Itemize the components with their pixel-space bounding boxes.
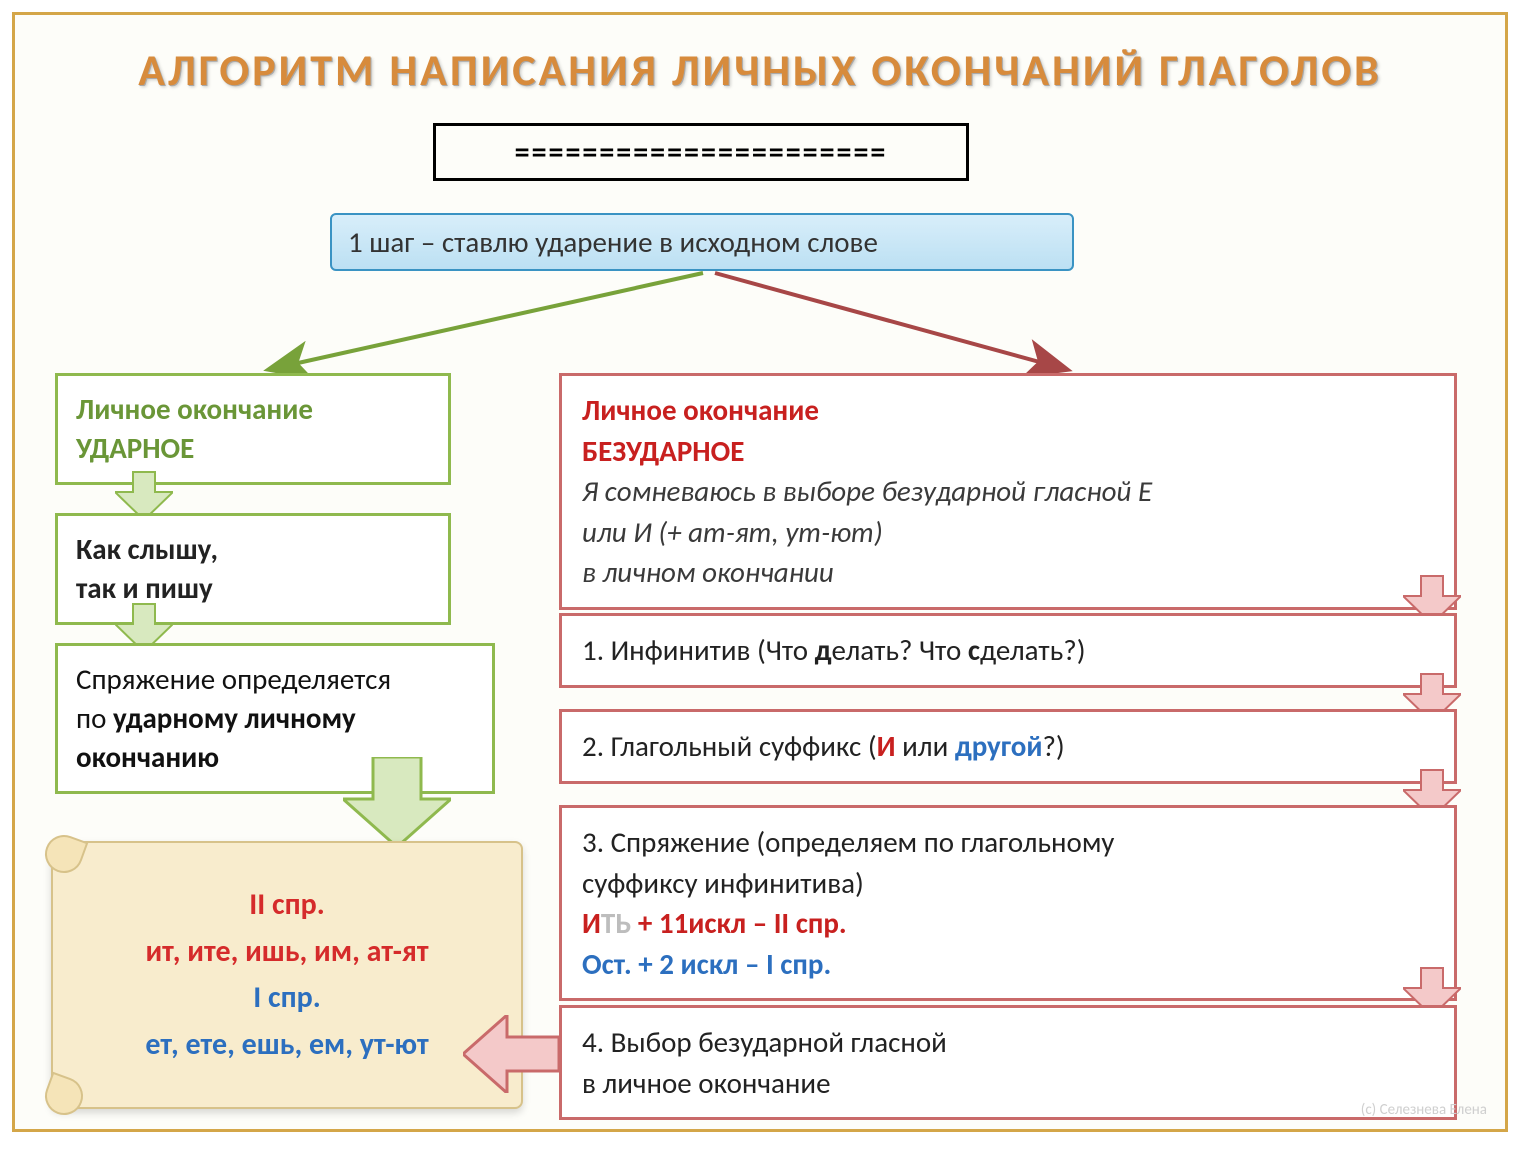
r4-l3: ИТЬ + 11искл – II спр. bbox=[582, 903, 1434, 944]
page-frame: АЛГОРИТМ НАПИСАНИЯ ЛИЧНЫХ ОКОНЧАНИЙ ГЛАГ… bbox=[12, 12, 1508, 1132]
r4-l4: Ост. + 2 искл – I спр. bbox=[582, 944, 1434, 985]
r5-l2: в личное окончание bbox=[582, 1063, 1434, 1104]
pink-left-arrow bbox=[463, 1015, 559, 1093]
r5-l1: 4. Выбор безударной гласной bbox=[582, 1022, 1434, 1063]
left1-line1: Личное окончание bbox=[76, 390, 430, 429]
left2-line1: Как слышу, bbox=[76, 530, 430, 569]
r1-l5: в личном окончании bbox=[582, 552, 1434, 593]
right-box-1: Личное окончание БЕЗУДАРНОЕ Я сомневаюсь… bbox=[559, 373, 1457, 610]
right-box-5: 4. Выбор безударной гласной в личное око… bbox=[559, 1005, 1457, 1120]
r2-c: елать? Что bbox=[832, 632, 968, 668]
right-box-3: 2. Глагольный суффикс (И или другой?) bbox=[559, 709, 1457, 784]
r2-b: д bbox=[815, 632, 832, 668]
right-box-4: 3. Спряжение (определяем по глагольному … bbox=[559, 805, 1457, 1001]
r3-e: ?) bbox=[1042, 728, 1064, 764]
r4-l1: 3. Спряжение (определяем по глагольному bbox=[582, 822, 1434, 863]
r2-d: с bbox=[968, 632, 980, 668]
r1-l2: БЕЗУДАРНОЕ bbox=[582, 431, 1434, 472]
scroll-result: II спр. ит, ите, ишь, им, ат-ят I спр. е… bbox=[51, 841, 523, 1109]
left3-line2: по ударному личному bbox=[76, 699, 474, 738]
r2-a: 1. Инфинитив (Что bbox=[582, 632, 815, 668]
scroll-l1: II спр. bbox=[249, 882, 324, 929]
scroll-l3: I спр. bbox=[253, 975, 320, 1022]
r3-a: 2. Глагольный суффикс ( bbox=[582, 728, 877, 764]
r4-l2: суффиксу инфинитива) bbox=[582, 863, 1434, 904]
r1-l1: Личное окончание bbox=[582, 390, 1434, 431]
r3-c: или bbox=[896, 728, 955, 764]
left1-line2: УДАРНОЕ bbox=[76, 429, 430, 468]
scroll-l4: ет, ете, ешь, ем, ут-ют bbox=[145, 1022, 428, 1069]
r1-l3: Я сомневаюсь в выборе безударной гласной… bbox=[582, 471, 1434, 512]
r2-e: делать?) bbox=[980, 632, 1086, 668]
r1-l4: или И (+ ат-ят, ут-ют) bbox=[582, 512, 1434, 553]
r3-d: другой bbox=[955, 728, 1043, 764]
scroll-l2: ит, ите, ишь, им, ат-ят bbox=[145, 929, 428, 976]
green-big-arrow bbox=[343, 757, 451, 849]
credit-text: (с) Селезнева Елена bbox=[1361, 1101, 1487, 1119]
r3-b: И bbox=[877, 728, 896, 764]
left3-line1: Спряжение определяется bbox=[76, 660, 474, 699]
right-box-2: 1. Инфинитив (Что делать? Что сделать?) bbox=[559, 613, 1457, 688]
